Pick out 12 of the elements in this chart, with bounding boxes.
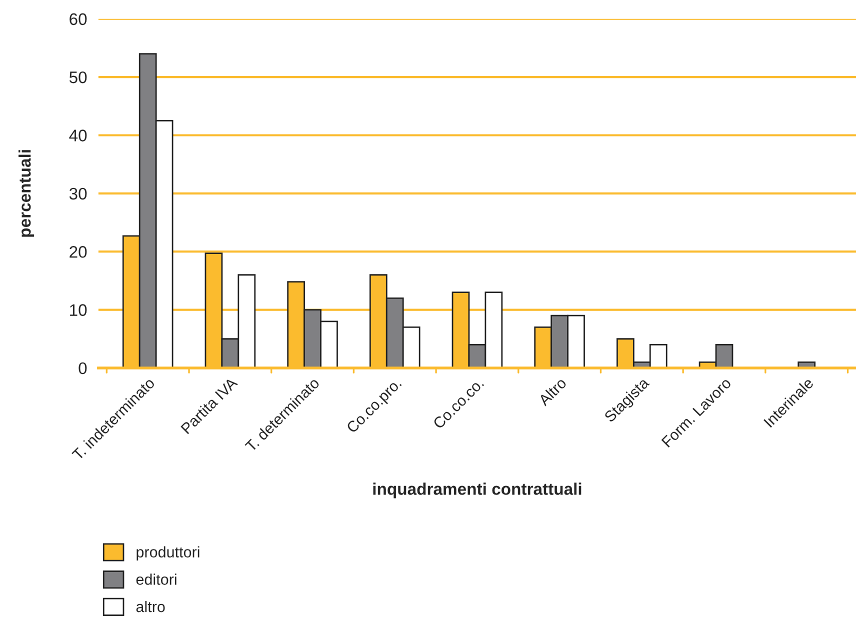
y-tick-label: 30 xyxy=(69,188,87,200)
y-axis-title: percentuali xyxy=(18,150,34,237)
y-tick-label: 10 xyxy=(70,304,87,316)
y-tick-label: 50 xyxy=(69,71,87,84)
legend-label: produttori xyxy=(136,546,200,561)
y-tick-label: 40 xyxy=(69,130,87,142)
y-tick-label: 20 xyxy=(70,246,87,258)
legend-label: editori xyxy=(136,574,176,585)
y-tick-label: 60 xyxy=(70,13,87,26)
legend-label: altro xyxy=(136,600,165,612)
x-axis-title: inquadramenti contrattuali xyxy=(373,482,582,498)
y-tick-label: 0 xyxy=(78,362,87,374)
